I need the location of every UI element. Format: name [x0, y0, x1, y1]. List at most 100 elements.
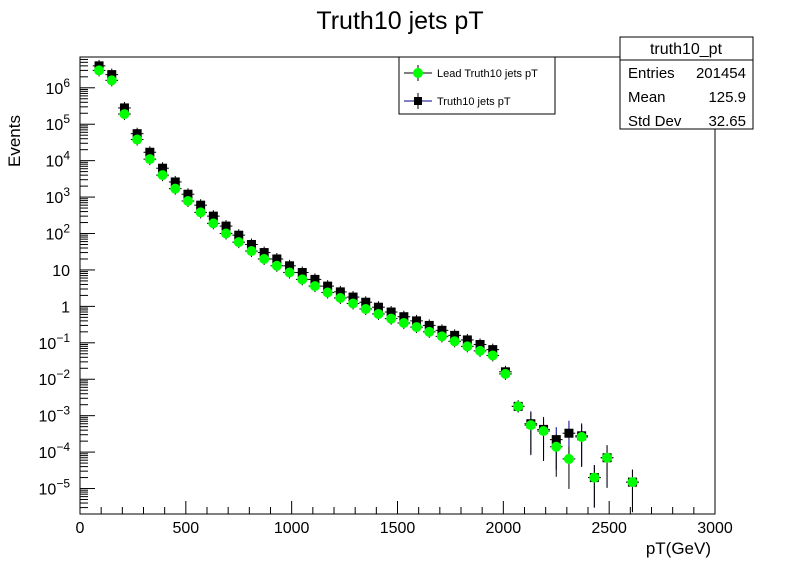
y-tick-label: 10−3 [39, 404, 71, 426]
series-lead-truth10 [92, 64, 639, 513]
data-point [271, 260, 282, 271]
data-point [246, 246, 257, 257]
data-point [335, 287, 345, 297]
legend: Lead Truth10 jets pT Truth10 jets pT [398, 56, 556, 115]
stats-rows: Entries 201454 Mean 125.9 Std Dev 32.65 [628, 65, 746, 130]
data-point [157, 170, 168, 181]
data-point [424, 320, 434, 330]
data-point [589, 472, 600, 483]
legend-entries: Lead Truth10 jets pT Truth10 jets pT [404, 65, 538, 109]
data-point [398, 317, 409, 328]
data-point [386, 307, 396, 317]
legend-marker [413, 68, 423, 78]
data-point [208, 218, 219, 229]
data-point [145, 147, 155, 157]
stats-box: truth10_pt Entries 201454 Mean 125.9 Std Dev… [619, 36, 754, 130]
stats-row-label: Std Dev [628, 113, 682, 130]
stats-title: truth10_pt [650, 41, 723, 58]
x-tick-label: 1500 [380, 520, 416, 537]
data-point [627, 477, 638, 488]
data-point [500, 368, 511, 379]
legend-label: Truth10 jets pT [437, 96, 511, 108]
y-axis-label: Events [5, 115, 24, 167]
data-point [170, 177, 180, 187]
data-point [119, 109, 130, 120]
data-point [246, 239, 256, 249]
data-point [399, 312, 409, 322]
data-point [158, 163, 168, 173]
y-tick-label: 1 [61, 299, 70, 316]
data-point [360, 303, 371, 314]
data-point [310, 274, 320, 284]
data-point [462, 335, 472, 345]
legend-label: Lead Truth10 jets pT [437, 68, 538, 80]
data-point [386, 313, 397, 324]
y-tick-label: 10−5 [39, 477, 71, 499]
data-point [208, 211, 218, 221]
data-point [373, 302, 383, 312]
y-tick-label: 105 [46, 112, 71, 134]
y-tick-label: 102 [46, 222, 71, 244]
data-point [297, 268, 307, 278]
y-tick-label: 104 [46, 149, 71, 171]
data-point [348, 298, 359, 309]
data-point [259, 248, 269, 258]
data-point [233, 237, 244, 248]
data-point [576, 431, 587, 442]
x-tick-label: 2500 [591, 520, 627, 537]
data-point [538, 425, 549, 436]
data-point [412, 316, 422, 326]
data-point [513, 401, 524, 412]
chart-title: Truth10 jets pT [316, 7, 483, 35]
stats-row-value: 125.9 [708, 89, 746, 106]
y-tick-label: 10−4 [39, 440, 71, 462]
data-point [564, 428, 574, 438]
data-point [335, 292, 346, 303]
y-tick-label: 10−2 [39, 367, 71, 389]
data-point [272, 254, 282, 264]
data-point [411, 322, 422, 333]
legend-entry: Truth10 jets pT [404, 93, 511, 109]
legend-marker [414, 97, 422, 105]
data-point [487, 350, 498, 361]
data-point [424, 326, 435, 337]
data-point [437, 325, 447, 335]
data-point [221, 228, 232, 239]
data-point [94, 65, 105, 76]
data-point [322, 287, 333, 298]
x-tick-label: 0 [76, 520, 85, 537]
y-tick-label: 10 [52, 263, 70, 280]
data-point [323, 281, 333, 291]
data-point [259, 253, 270, 264]
data-point [602, 452, 613, 463]
data-point [475, 345, 486, 356]
data-point [297, 274, 308, 285]
x-axis: 0 500 1000 1500 2000 2500 3000 [76, 501, 733, 537]
legend-entry: Lead Truth10 jets pT [404, 65, 538, 81]
stats-row-value: 201454 [696, 65, 746, 82]
x-tick-label: 1000 [274, 520, 310, 537]
data-point [285, 261, 295, 271]
data-point [234, 230, 244, 240]
data-point [183, 189, 193, 199]
data-point [462, 341, 473, 352]
stats-row-value: 32.65 [708, 113, 746, 130]
stats-box-frame [619, 36, 754, 130]
data-point [144, 154, 155, 165]
y-tick-label: 103 [46, 185, 71, 207]
data-layer [92, 59, 639, 513]
data-point [361, 297, 371, 307]
data-point [284, 267, 295, 278]
legend-box [398, 56, 556, 115]
data-point [551, 441, 562, 452]
data-point [195, 207, 206, 218]
data-point [525, 420, 536, 431]
x-axis-label: pT(GeV) [646, 539, 711, 558]
data-point [221, 221, 231, 231]
data-point [475, 339, 485, 349]
data-point [170, 183, 181, 194]
data-point [309, 281, 320, 292]
y-tick-label: 10−1 [39, 331, 71, 353]
stats-row-label: Mean [628, 89, 666, 106]
